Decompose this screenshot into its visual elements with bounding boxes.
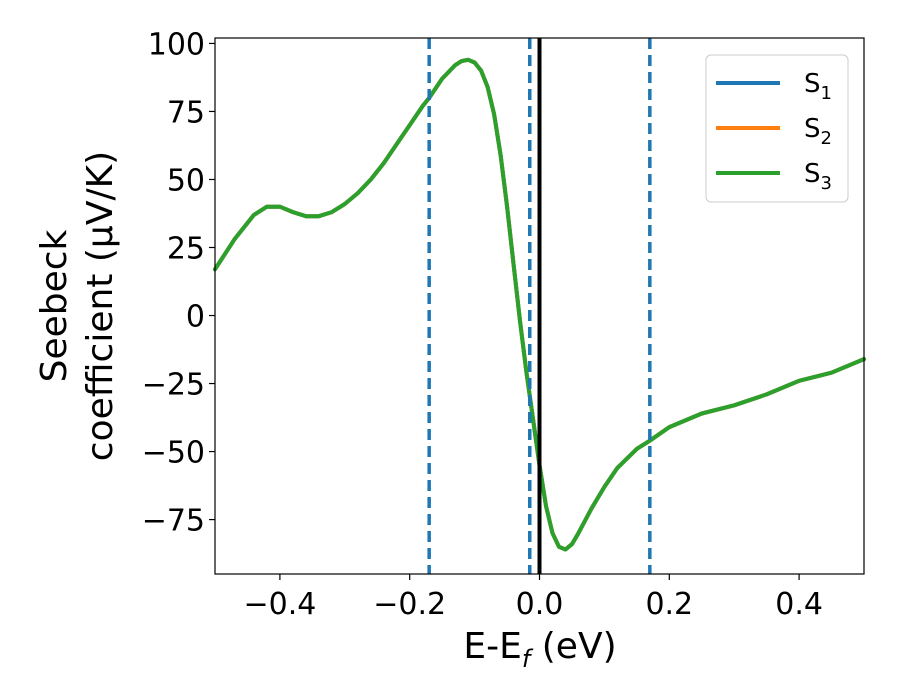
legend-label-2: S2 xyxy=(804,114,832,149)
reference-lines xyxy=(427,38,652,574)
y-axis-label-line1: Seebeck xyxy=(34,229,75,382)
legend: S1 S2 S3 xyxy=(705,54,849,203)
y-tick-label: −75 xyxy=(142,504,205,539)
y-tick-label: −50 xyxy=(142,436,205,471)
y-tick-label: 100 xyxy=(148,27,205,62)
series-3-line xyxy=(213,57,866,552)
y-axis-label-line2: coefficient (μV/K) xyxy=(80,151,121,461)
y-axis-label: Seebeck coefficient (μV/K) xyxy=(34,151,121,461)
y-axis-ticks: 100 75 50 25 0 −25 −50 −75 xyxy=(142,27,215,539)
x-axis-label: E-Ef (eV) xyxy=(463,626,616,673)
y-tick-label: 0 xyxy=(186,300,205,335)
x-tick-label: 0.2 xyxy=(645,587,693,622)
x-axis-ticks: −0.4 −0.2 0.0 0.2 0.4 xyxy=(243,574,823,622)
legend-label-3: S3 xyxy=(804,159,832,194)
y-tick-label: 25 xyxy=(167,232,205,267)
series-lines xyxy=(213,57,866,552)
legend-items: S1 S2 S3 xyxy=(716,69,832,194)
x-tick-label: 0.4 xyxy=(775,587,823,622)
x-tick-label: 0.0 xyxy=(516,587,564,622)
y-tick-label: −25 xyxy=(142,368,205,403)
y-tick-label: 50 xyxy=(167,163,205,198)
y-tick-label: 75 xyxy=(167,95,205,130)
legend-label-1: S1 xyxy=(804,69,832,104)
x-tick-label: −0.2 xyxy=(373,587,446,622)
x-tick-label: −0.4 xyxy=(243,587,316,622)
